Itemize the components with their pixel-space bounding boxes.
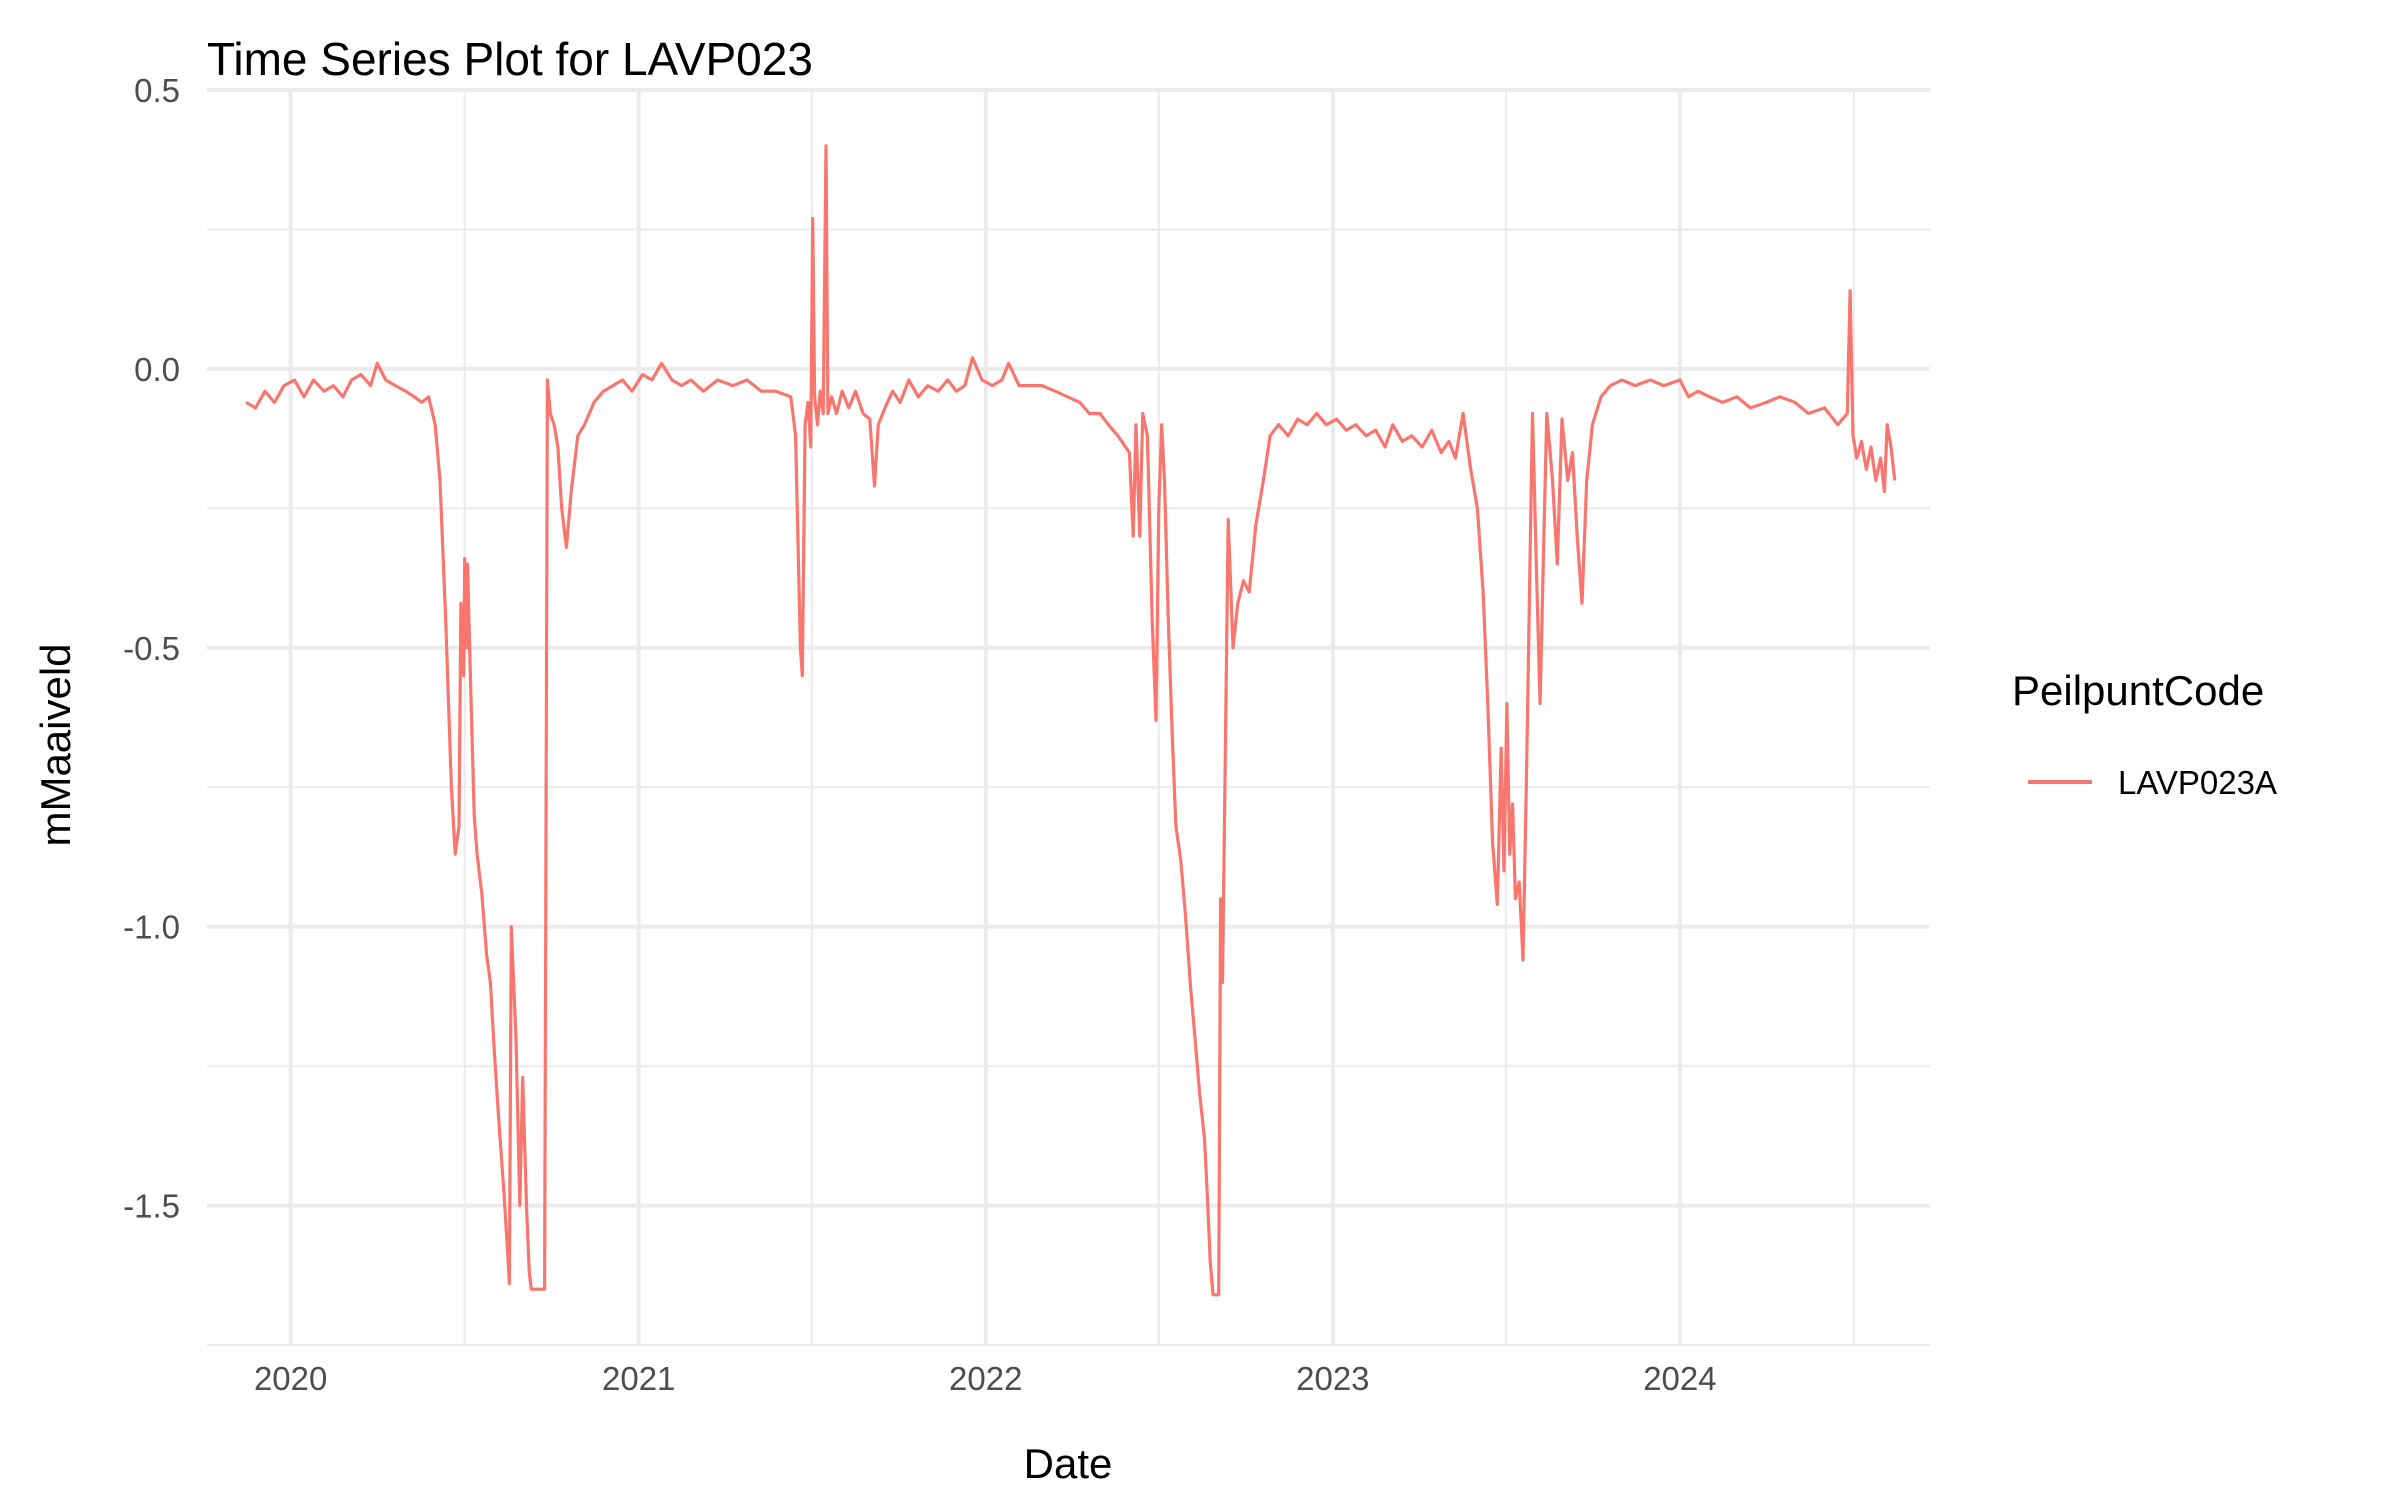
y-tick-label: 0.5 — [134, 72, 180, 109]
x-tick-label: 2024 — [1643, 1360, 1716, 1397]
y-tick-label: -1.0 — [123, 909, 180, 946]
x-tick-labels: 2020 2021 2022 2023 2024 — [254, 1360, 1717, 1397]
x-tick-label: 2020 — [254, 1360, 327, 1397]
series-layer — [245, 144, 1897, 1297]
y-tick-label: 0.0 — [134, 351, 180, 388]
x-axis-title: Date — [1024, 1440, 1113, 1487]
legend-label: LAVP023A — [2118, 764, 2277, 801]
series-line-LAVP023A — [245, 144, 1897, 1297]
y-tick-label: -0.5 — [123, 630, 180, 667]
minor-gridlines — [207, 90, 1930, 1346]
legend: PeilpuntCode LAVP023A — [2012, 667, 2277, 801]
y-tick-labels: 0.5 0.0 -0.5 -1.0 -1.5 — [123, 72, 180, 1225]
x-tick-label: 2022 — [949, 1360, 1022, 1397]
major-gridlines — [207, 88, 1930, 1345]
y-axis-title: mMaaiveld — [32, 643, 79, 846]
chart-title: Time Series Plot for LAVP023 — [207, 33, 813, 85]
x-tick-label: 2023 — [1296, 1360, 1369, 1397]
legend-title: PeilpuntCode — [2012, 667, 2264, 714]
x-tick-label: 2021 — [602, 1360, 675, 1397]
y-tick-label: -1.5 — [123, 1188, 180, 1225]
